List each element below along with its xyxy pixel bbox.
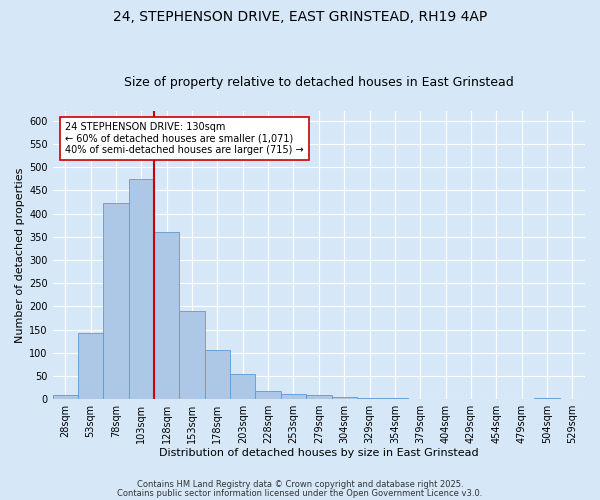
Bar bbox=[332, 397, 357, 399]
Bar bbox=[281, 394, 306, 399]
Bar bbox=[256, 391, 281, 399]
Bar bbox=[78, 333, 103, 399]
Bar bbox=[129, 179, 154, 399]
Bar bbox=[230, 374, 256, 399]
Text: 24 STEPHENSON DRIVE: 130sqm
← 60% of detached houses are smaller (1,071)
40% of : 24 STEPHENSON DRIVE: 130sqm ← 60% of det… bbox=[65, 122, 304, 155]
Bar bbox=[179, 311, 205, 399]
Bar bbox=[357, 398, 382, 399]
Bar bbox=[205, 350, 230, 399]
Text: Contains HM Land Registry data © Crown copyright and database right 2025.: Contains HM Land Registry data © Crown c… bbox=[137, 480, 463, 489]
Text: 24, STEPHENSON DRIVE, EAST GRINSTEAD, RH19 4AP: 24, STEPHENSON DRIVE, EAST GRINSTEAD, RH… bbox=[113, 10, 487, 24]
Bar bbox=[306, 396, 332, 399]
Bar bbox=[103, 204, 129, 399]
Y-axis label: Number of detached properties: Number of detached properties bbox=[15, 168, 25, 343]
Bar bbox=[535, 398, 560, 399]
Text: Contains public sector information licensed under the Open Government Licence v3: Contains public sector information licen… bbox=[118, 490, 482, 498]
Bar bbox=[53, 396, 78, 399]
Title: Size of property relative to detached houses in East Grinstead: Size of property relative to detached ho… bbox=[124, 76, 514, 90]
Bar bbox=[154, 232, 179, 399]
X-axis label: Distribution of detached houses by size in East Grinstead: Distribution of detached houses by size … bbox=[159, 448, 479, 458]
Bar bbox=[382, 398, 407, 399]
